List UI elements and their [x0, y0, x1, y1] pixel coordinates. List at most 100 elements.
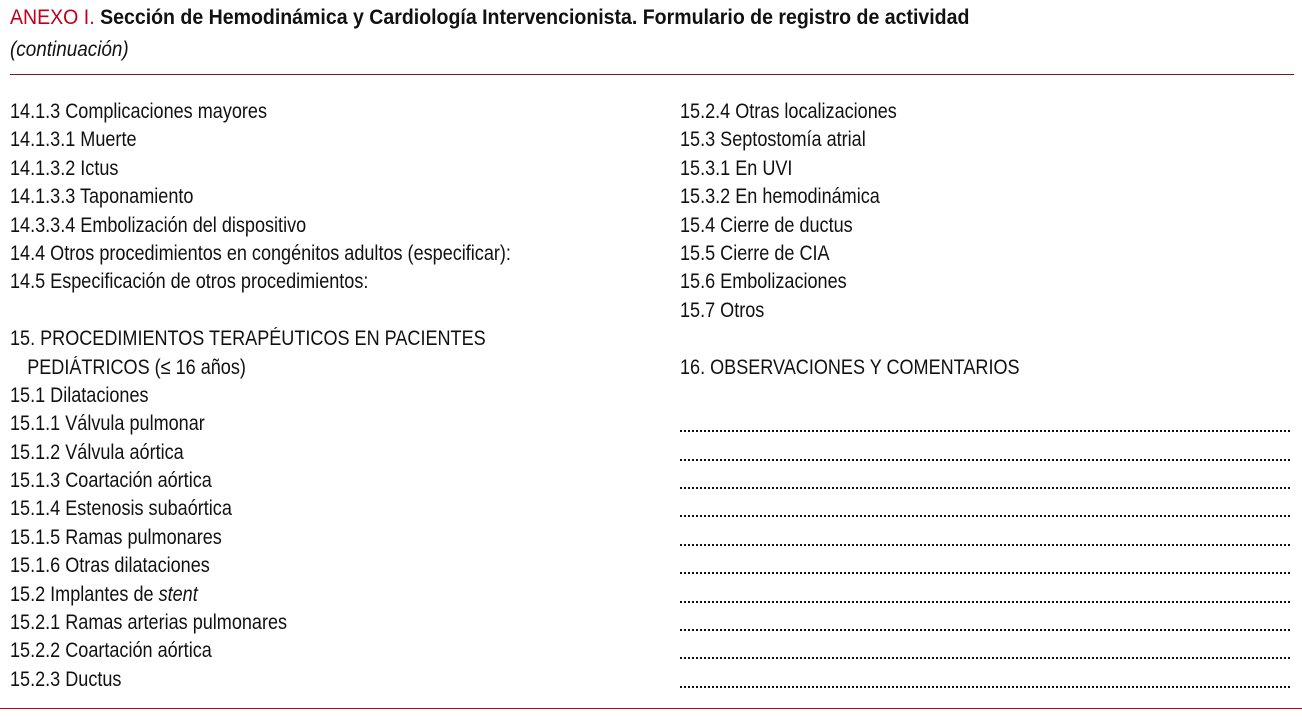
item-label: 15.1.5 Ramas pulmonares [10, 525, 222, 549]
form-item-text: 15.1.6 Otras dilataciones [10, 552, 210, 580]
form-item: 15.1.2 Válvula aórtica [10, 439, 650, 467]
form-item-text: 14.1.3.1 Muerte [10, 126, 137, 154]
form-item-text: 15.2.4 Otras localizaciones [680, 98, 897, 126]
item-label: 14.4 Otros procedimientos en congénitos … [10, 241, 511, 265]
comment-line[interactable] [680, 552, 1292, 580]
comment-line[interactable] [680, 524, 1292, 552]
subtitle: (continuación) [10, 38, 129, 61]
form-item-text: 14.5 Especificación de otros procedimien… [10, 268, 368, 296]
form-item: 15.1 Dilataciones [10, 382, 650, 410]
item-label: 16. OBSERVACIONES Y COMENTARIOS [680, 355, 1020, 379]
form-item: 15.2.3 Ductus [10, 666, 650, 694]
form-item-text: 15.1 Dilataciones [10, 382, 149, 410]
form-item-text: 15.1.1 Válvula pulmonar [10, 410, 205, 438]
form-item-text: 15. PROCEDIMIENTOS TERAPÉUTICOS EN PACIE… [10, 325, 486, 353]
form-item: 14.1.3.2 Ictus [10, 155, 650, 183]
item-label-emphasis: stent [158, 582, 198, 606]
form-item: 14.3.3.4 Embolización del dispositivo [10, 212, 650, 240]
form-item-text: 15.2.3 Ductus [10, 666, 121, 694]
form-item: 15.3.2 En hemodinámica [680, 183, 1292, 211]
right-column: 15.2.4 Otras localizaciones 15.3 Septosto… [680, 98, 1292, 694]
form-item-text: 15.1.2 Válvula aórtica [10, 439, 184, 467]
item-label: 15.4 Cierre de ductus [680, 213, 853, 237]
form-item-text: 15.3.2 En hemodinámica [680, 183, 880, 211]
item-label: 14.1.3 Complicaciones mayores [10, 100, 267, 123]
item-label: 15.3.2 En hemodinámica [680, 185, 880, 209]
form-item-text: 15.2 Implantes de stent [10, 581, 198, 609]
item-label: 15.1 Dilataciones [10, 383, 149, 407]
annex-label: ANEXO I. [10, 6, 95, 29]
item-label: 15.7 Otros [680, 298, 765, 322]
document-title: ANEXO I. Sección de Hemodinámica y Cardi… [10, 6, 969, 30]
form-item: 15.2.2 Coartación aórtica [10, 637, 650, 665]
item-label: 15.1.1 Válvula pulmonar [10, 412, 205, 436]
form-item: PEDIÁTRICOS (≤ 16 años) [10, 354, 650, 382]
footer-divider [0, 708, 1302, 709]
form-item-text: 15.1.5 Ramas pulmonares [10, 524, 222, 552]
form-item-text: 14.3.3.4 Embolización del dispositivo [10, 212, 306, 240]
comment-line[interactable] [680, 637, 1292, 665]
item-label: 15.2 Implantes de [10, 582, 159, 606]
item-label: 15.2.4 Otras localizaciones [680, 100, 897, 123]
item-label: 14.1.3.3 Taponamiento [10, 185, 194, 209]
form-item: 15.7 Otros [680, 297, 1292, 325]
title-text: Sección de Hemodinámica y Cardiología In… [100, 6, 970, 29]
form-item-text: 15.1.3 Coartación aórtica [10, 467, 212, 495]
form-item: 15.4 Cierre de ductus [680, 212, 1292, 240]
form-item: 14.1.3.1 Muerte [10, 126, 650, 154]
form-item-text: 14.1.3.2 Ictus [10, 155, 118, 183]
form-item-text: 14.1.3.3 Taponamiento [10, 183, 193, 211]
form-item-text: 15.2.2 Coartación aórtica [10, 637, 212, 665]
form-item-text: 15.1.4 Estenosis subaórtica [10, 495, 232, 523]
item-label: 15.1.3 Coartación aórtica [10, 469, 212, 493]
item-label: 15.1.4 Estenosis subaórtica [10, 497, 232, 521]
form-item: 16. OBSERVACIONES Y COMENTARIOS [680, 354, 1292, 382]
item-label: PEDIÁTRICOS (≤ 16 años) [27, 355, 246, 379]
form-item: 15.6 Embolizaciones [680, 268, 1292, 296]
form-item: 15.1.5 Ramas pulmonares [10, 524, 650, 552]
blank-row [680, 382, 1292, 410]
left-column: 14.1.3 Complicaciones mayores 14.1.3.1 Mu… [10, 98, 650, 694]
form-item: 15.2.4 Otras localizaciones [680, 98, 1292, 126]
form-item-text: 15.3 Septostomía atrial [680, 126, 866, 154]
form-item: 15.5 Cierre de CIA [680, 240, 1292, 268]
comment-line[interactable] [680, 495, 1292, 523]
header-divider [10, 74, 1294, 75]
item-label: 15.2.1 Ramas arterias pulmonares [10, 611, 288, 635]
form-item-text: PEDIÁTRICOS (≤ 16 años) [10, 354, 246, 382]
form-item-text: 16. OBSERVACIONES Y COMENTARIOS [680, 354, 1020, 382]
form-item-text: 15.4 Cierre de ductus [680, 212, 853, 240]
form-item-text: 14.4 Otros procedimientos en congénitos … [10, 240, 511, 268]
form-item: 14.1.3 Complicaciones mayores [10, 98, 650, 126]
comment-line[interactable] [680, 609, 1292, 637]
form-item: 14.5 Especificación de otros procedimien… [10, 268, 650, 296]
item-label: 14.5 Especificación de otros procedimien… [10, 270, 369, 294]
item-label: 15. PROCEDIMIENTOS TERAPÉUTICOS EN PACIE… [10, 327, 486, 351]
item-label: 15.5 Cierre de CIA [680, 241, 830, 265]
blank-row [680, 325, 1292, 353]
item-label: 15.2.2 Coartación aórtica [10, 639, 212, 663]
form-item-text: 15.7 Otros [680, 297, 764, 325]
form-item: 15.1.1 Válvula pulmonar [10, 410, 650, 438]
comment-line[interactable] [680, 581, 1292, 609]
form-item: 15.3.1 En UVI [680, 155, 1292, 183]
form-item-text: 14.1.3 Complicaciones mayores [10, 98, 267, 126]
item-label: 15.1.2 Válvula aórtica [10, 440, 184, 464]
comment-line[interactable] [680, 410, 1292, 438]
form-item: 15.2 Implantes de stent [10, 581, 650, 609]
form-item: 15.2.1 Ramas arterias pulmonares [10, 609, 650, 637]
form-item-text: 15.2.1 Ramas arterias pulmonares [10, 609, 287, 637]
item-label: 15.2.3 Ductus [10, 667, 122, 691]
item-label: 14.3.3.4 Embolización del dispositivo [10, 213, 307, 237]
form-item: 15.1.6 Otras dilataciones [10, 552, 650, 580]
comment-line[interactable] [680, 439, 1292, 467]
form-item-text: 15.5 Cierre de CIA [680, 240, 830, 268]
item-label: 15.3 Septostomía atrial [680, 128, 866, 152]
form-item: 15.1.4 Estenosis subaórtica [10, 495, 650, 523]
form-item: 15. PROCEDIMIENTOS TERAPÉUTICOS EN PACIE… [10, 325, 650, 353]
form-item: 14.4 Otros procedimientos en congénitos … [10, 240, 650, 268]
comment-line[interactable] [680, 467, 1292, 495]
item-label: 15.3.1 En UVI [680, 156, 793, 180]
form-item-text: 15.6 Embolizaciones [680, 268, 847, 296]
comment-line[interactable] [680, 666, 1292, 694]
